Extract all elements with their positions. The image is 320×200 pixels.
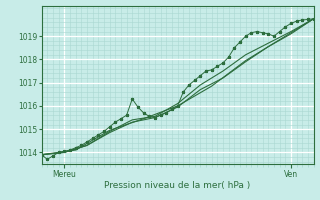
X-axis label: Pression niveau de la mer( hPa ): Pression niveau de la mer( hPa ) — [104, 181, 251, 190]
